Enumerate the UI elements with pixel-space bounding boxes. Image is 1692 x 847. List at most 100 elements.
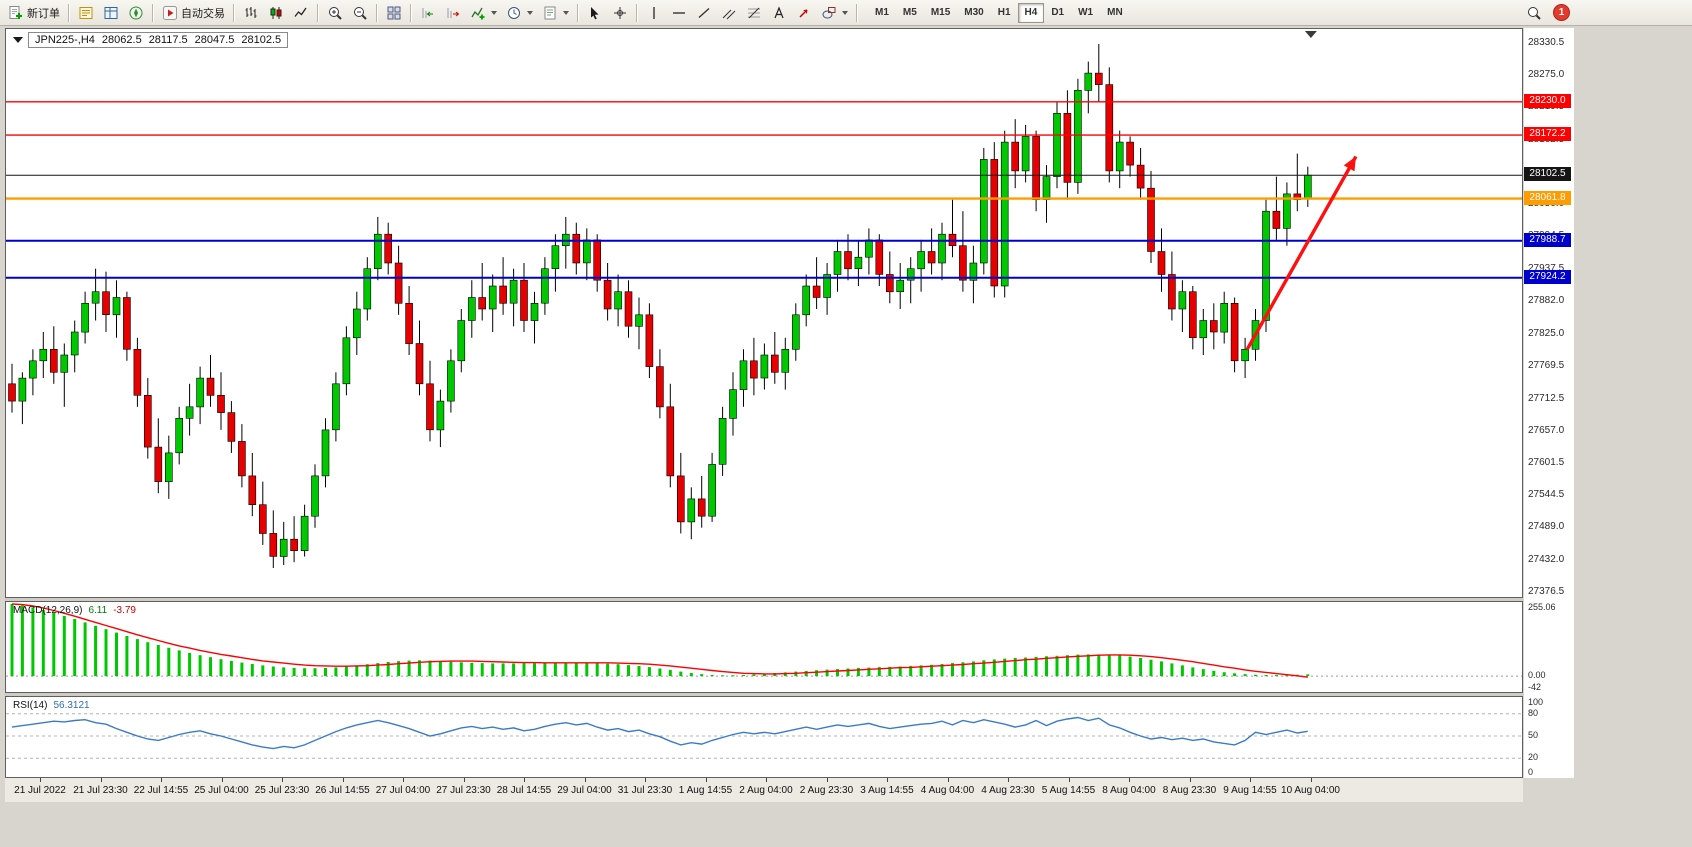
candlestick-chart-button[interactable] xyxy=(264,2,288,24)
trend-arrow[interactable] xyxy=(1245,155,1358,351)
rsi-scale-tick: 80 xyxy=(1528,707,1539,718)
horizontal-line-button[interactable] xyxy=(667,2,691,24)
timeframe-h1[interactable]: H1 xyxy=(991,3,1018,23)
price-tick: 28330.5 xyxy=(1528,37,1565,48)
price-tick: 27769.5 xyxy=(1528,359,1565,371)
indicators-icon xyxy=(471,7,485,19)
new-order-button[interactable]: 新订单 xyxy=(4,2,64,24)
autotrade-label: 自动交易 xyxy=(181,7,225,20)
autotrade-icon xyxy=(163,5,177,20)
navigator-icon xyxy=(129,6,143,19)
main-chart-panel[interactable]: JPN225-,H4 28062.5 28117.5 28047.5 28102… xyxy=(5,28,1523,598)
text-button[interactable] xyxy=(767,2,791,24)
bar-chart-button[interactable] xyxy=(239,2,263,24)
rsi-label: RSI(14) 56.3121 xyxy=(13,700,90,711)
macd-main-value: 6.11 xyxy=(88,605,108,616)
trend-arrow-head xyxy=(1343,156,1356,172)
tile-windows-button[interactable] xyxy=(382,2,406,24)
caret-down-icon xyxy=(563,10,569,15)
price-tick: 27712.5 xyxy=(1528,392,1565,404)
time-tick xyxy=(342,778,344,782)
time-label: 9 Aug 14:55 xyxy=(1223,785,1277,796)
chart-shift-marker[interactable] xyxy=(1304,31,1317,38)
timeframe-w1[interactable]: W1 xyxy=(1071,3,1100,23)
chart-shift-button[interactable] xyxy=(441,2,465,24)
autotrade-button[interactable]: 自动交易 xyxy=(158,2,229,24)
crosshair-button[interactable] xyxy=(608,2,632,24)
search-icon xyxy=(1528,6,1541,20)
time-label: 22 Jul 14:55 xyxy=(133,785,189,796)
navigator-button[interactable] xyxy=(124,2,148,24)
cursor-button[interactable] xyxy=(583,2,607,24)
time-axis[interactable]: 21 Jul 2022 21 Jul 23:30 22 Jul 14:55 25 Ju… xyxy=(5,778,1523,802)
macd-chart[interactable] xyxy=(6,602,1522,692)
symbol-period-label: JPN225-,H4 xyxy=(35,34,95,46)
time-tick xyxy=(40,778,41,782)
timeframe-m1[interactable]: M1 xyxy=(868,3,896,23)
channel-button[interactable] xyxy=(717,2,741,24)
auto-scroll-icon xyxy=(422,7,433,18)
panel-splitter[interactable] xyxy=(5,693,1523,696)
time-label: 10 Aug 04:00 xyxy=(1281,785,1340,796)
macd-panel[interactable]: MACD(12,26,9) 6.11 -3.79 xyxy=(5,601,1523,693)
time-tick xyxy=(1250,778,1251,782)
notification-badge[interactable]: 1 xyxy=(1553,4,1570,21)
timeframe-m30[interactable]: M30 xyxy=(957,3,990,23)
shapes-button[interactable] xyxy=(817,2,852,24)
time-tick xyxy=(947,778,949,782)
macd-name: MACD(12,26,9) xyxy=(13,605,83,616)
templates-button[interactable] xyxy=(538,2,573,24)
vertical-line-button[interactable] xyxy=(642,2,666,24)
timeframe-mn[interactable]: MN xyxy=(1100,3,1130,23)
data-window-button[interactable] xyxy=(99,2,123,24)
macd-scale-tick: -42 xyxy=(1528,682,1542,692)
toolbar-separator xyxy=(233,3,235,22)
trendline-icon xyxy=(698,7,710,18)
timeframe-d1[interactable]: D1 xyxy=(1044,3,1071,23)
indicators-button[interactable] xyxy=(466,2,501,24)
market-watch-button[interactable] xyxy=(74,2,98,24)
panel-splitter[interactable] xyxy=(5,598,1523,601)
fibonacci-button[interactable] xyxy=(742,2,766,24)
time-label: 25 Jul 23:30 xyxy=(254,785,310,796)
trendline-button[interactable] xyxy=(692,2,716,24)
time-tick xyxy=(826,778,828,782)
time-label: 4 Aug 04:00 xyxy=(920,785,975,796)
chart-info-box: JPN225-,H4 28062.5 28117.5 28047.5 28102… xyxy=(28,32,289,48)
rsi-chart[interactable] xyxy=(6,697,1522,777)
line-chart-button[interactable] xyxy=(289,2,313,24)
price-axis[interactable]: 28330.528275.028219.528162.528107.028050… xyxy=(1524,28,1574,778)
rsi-panel[interactable]: RSI(14) 56.3121 xyxy=(5,696,1523,778)
timeframe-m15[interactable]: M15 xyxy=(924,3,957,23)
price-tag-28230.0[interactable]: 28230.0 xyxy=(1524,93,1571,108)
macd-scale-tick: 0.00 xyxy=(1528,670,1546,681)
periods-button[interactable] xyxy=(502,2,537,24)
price-tag-28102.5[interactable]: 28102.5 xyxy=(1524,167,1571,182)
timeframe-m5[interactable]: M5 xyxy=(896,3,924,23)
rsi-value: 56.3121 xyxy=(53,700,90,711)
toolbar-separator xyxy=(577,3,579,22)
price-tag-28172.2[interactable]: 28172.2 xyxy=(1524,127,1571,142)
time-tick xyxy=(221,778,223,782)
auto-scroll-button[interactable] xyxy=(416,2,440,24)
zoom-in-button[interactable] xyxy=(323,2,347,24)
search-button[interactable] xyxy=(1522,2,1546,24)
price-tag-28061.8[interactable]: 28061.8 xyxy=(1524,190,1571,205)
one-click-trading-toggle[interactable] xyxy=(13,37,23,43)
horizontal-line-icon xyxy=(673,11,685,14)
time-tick xyxy=(1008,778,1009,782)
rsi-scale-tick: 50 xyxy=(1528,730,1539,740)
zoom-out-button[interactable] xyxy=(348,2,372,24)
toolbar-separator xyxy=(68,3,70,22)
timeframe-h4[interactable]: H4 xyxy=(1017,2,1045,23)
time-label: 27 Jul 04:00 xyxy=(375,785,431,796)
price-tag-27988.7[interactable]: 27988.7 xyxy=(1524,232,1571,247)
price-tag-27924.2[interactable]: 27924.2 xyxy=(1524,269,1571,284)
arrow-draw-button[interactable] xyxy=(792,2,816,24)
candlestick-chart[interactable] xyxy=(6,29,1522,597)
bar-chart-icon xyxy=(245,6,257,18)
zoom-out-icon xyxy=(354,6,367,20)
low-value: 28047.5 xyxy=(194,34,235,46)
close-value: 28102.5 xyxy=(241,34,282,46)
time-tick xyxy=(1129,778,1130,782)
